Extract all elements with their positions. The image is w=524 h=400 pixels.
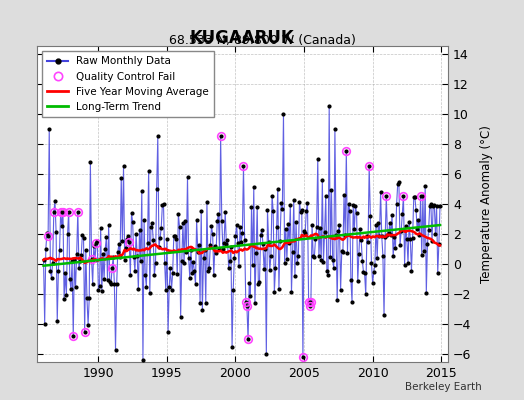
Y-axis label: Temperature Anomaly (°C): Temperature Anomaly (°C) [479, 125, 493, 283]
Title: KUGAARUK: KUGAARUK [190, 29, 294, 47]
Legend: Raw Monthly Data, Quality Control Fail, Five Year Moving Average, Long-Term Tren: Raw Monthly Data, Quality Control Fail, … [42, 51, 214, 117]
Text: 68.533 N, 89.800 W (Canada): 68.533 N, 89.800 W (Canada) [169, 34, 355, 47]
Text: Berkeley Earth: Berkeley Earth [406, 382, 482, 392]
